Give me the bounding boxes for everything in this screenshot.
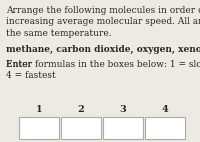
Text: Arrange the following molecules in order of: Arrange the following molecules in order… — [6, 6, 200, 15]
Text: Enter: Enter — [6, 60, 35, 69]
Bar — [19, 117, 59, 139]
Bar — [61, 117, 101, 139]
Text: Enter formulas in the boxes below: 1 = slowest,: Enter formulas in the boxes below: 1 = s… — [6, 60, 200, 69]
Text: methane, carbon dioxide, oxygen, xenon: methane, carbon dioxide, oxygen, xenon — [6, 44, 200, 54]
Text: 4: 4 — [162, 105, 168, 114]
Bar — [103, 117, 143, 139]
Text: 4 = fastest: 4 = fastest — [6, 72, 56, 81]
Text: the same temperature.: the same temperature. — [6, 29, 112, 38]
Text: 1: 1 — [36, 105, 42, 114]
Text: 3: 3 — [120, 105, 126, 114]
Text: increasing average molecular speed. All are at: increasing average molecular speed. All … — [6, 17, 200, 27]
Bar — [145, 117, 185, 139]
Text: 2: 2 — [78, 105, 84, 114]
